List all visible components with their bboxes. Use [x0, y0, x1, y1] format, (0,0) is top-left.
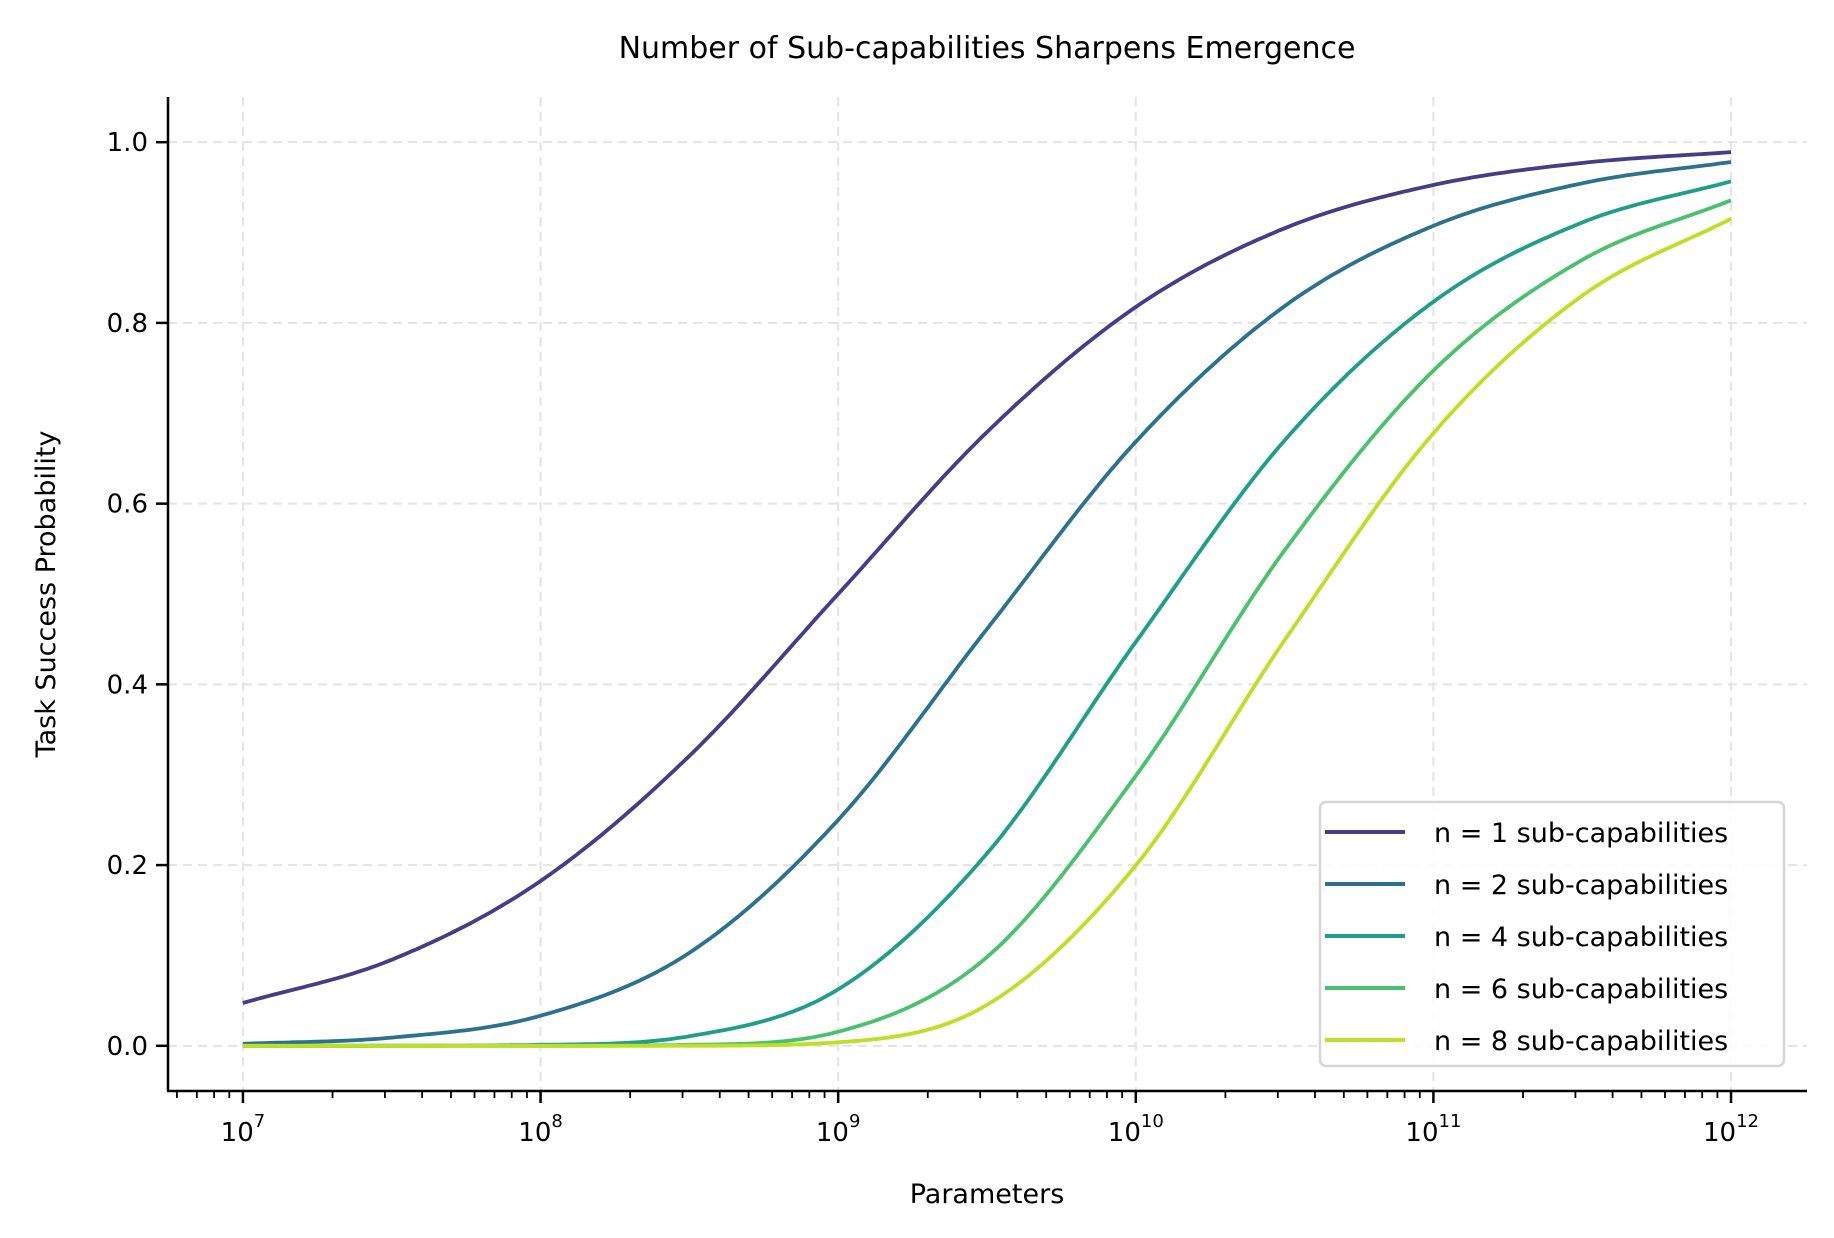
y-ticks: 0.0 0.2 0.4 0.6 0.8 1.0: [107, 128, 168, 1062]
x-tick-label-exponent: 12: [1736, 1111, 1759, 1132]
x-tick-label-base: 10: [816, 1118, 849, 1148]
series-line-n2: [242, 160, 1732, 1046]
legend-label: n = 4 sub-capabilities: [1434, 922, 1728, 953]
x-tick-label-exponent: 7: [254, 1111, 265, 1132]
x-tick-label: 109: [816, 1111, 861, 1148]
y-tick-label: 0.0: [107, 1032, 148, 1062]
x-tick-label-exponent: 10: [1141, 1111, 1164, 1132]
x-tick-label-exponent: 9: [849, 1111, 860, 1132]
x-tick-label-base: 10: [221, 1118, 254, 1148]
x-tick-label-exponent: 11: [1439, 1111, 1462, 1132]
legend-box: [1318, 800, 1786, 1068]
x-tick-label: 1011: [1405, 1111, 1461, 1148]
x-ticks: 107 108 109 1010 1011 1012: [176, 1091, 1759, 1148]
legend-label: n = 6 sub-capabilities: [1434, 974, 1728, 1005]
chart-title: Number of Sub-capabilities Sharpens Emer…: [619, 31, 1356, 66]
y-tick-label: 0.2: [107, 851, 148, 881]
axes: [166, 97, 1807, 1093]
x-tick-label-base: 10: [1703, 1118, 1736, 1148]
legend: n = 1 sub-capabilities n = 2 sub-capabili…: [1318, 800, 1786, 1068]
y-tick-label: 1.0: [107, 128, 148, 158]
series-lines: [242, 150, 1732, 1048]
y-tick-label: 0.6: [107, 490, 148, 520]
y-tick-label: 0.4: [107, 670, 148, 700]
x-tick-label-base: 10: [518, 1118, 551, 1148]
legend-label: n = 1 sub-capabilities: [1434, 818, 1728, 849]
x-tick-label-base: 10: [1108, 1118, 1141, 1148]
y-axis-label: Task Success Probability: [31, 431, 62, 759]
y-tick-label: 0.8: [107, 309, 148, 339]
x-tick-label-exponent: 8: [551, 1111, 562, 1132]
legend-label: n = 2 sub-capabilities: [1434, 870, 1728, 901]
x-tick-label: 107: [221, 1111, 266, 1148]
series-line-n8: [242, 217, 1732, 1048]
x-axis-label: Parameters: [910, 1179, 1065, 1210]
x-tick-label: 1012: [1703, 1111, 1759, 1148]
x-tick-label: 1010: [1108, 1111, 1164, 1148]
x-tick-label: 108: [518, 1111, 563, 1148]
series-line-n1: [242, 150, 1732, 1005]
legend-label: n = 8 sub-capabilities: [1434, 1026, 1728, 1057]
x-tick-label-base: 10: [1405, 1118, 1438, 1148]
